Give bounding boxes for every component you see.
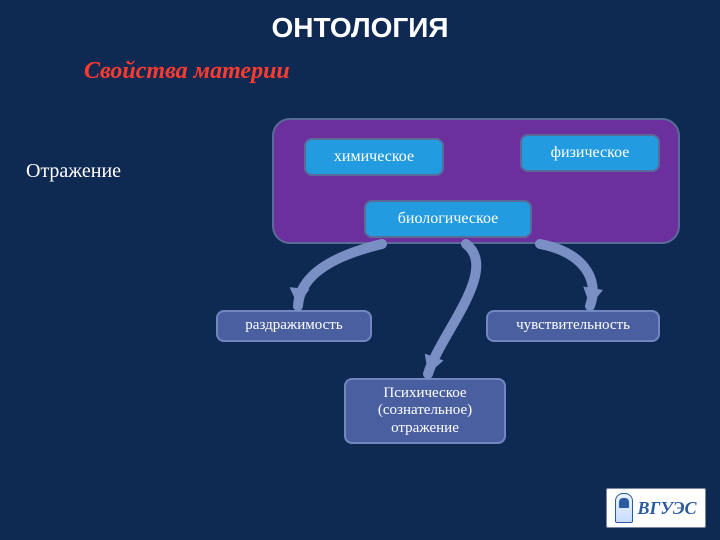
- node-biological: биологическое: [364, 200, 532, 238]
- node-chemical: химическое: [304, 138, 444, 176]
- logo-badge: ВГУЭС: [606, 488, 706, 528]
- node-sensitivity: чувствительность: [486, 310, 660, 342]
- node-irritability: раздражимость: [216, 310, 372, 342]
- page-title: ОНТОЛОГИЯ: [0, 12, 720, 44]
- logo-text: ВГУЭС: [637, 498, 696, 519]
- node-psychic: Психическое (сознательное) отражение: [344, 378, 506, 444]
- slide: ОНТОЛОГИЯ Свойства материи Отражение хим…: [0, 0, 720, 540]
- node-physical: физическое: [520, 134, 660, 172]
- side-label: Отражение: [26, 160, 121, 183]
- logo-emblem-icon: [615, 493, 633, 523]
- subtitle: Свойства материи: [84, 58, 290, 85]
